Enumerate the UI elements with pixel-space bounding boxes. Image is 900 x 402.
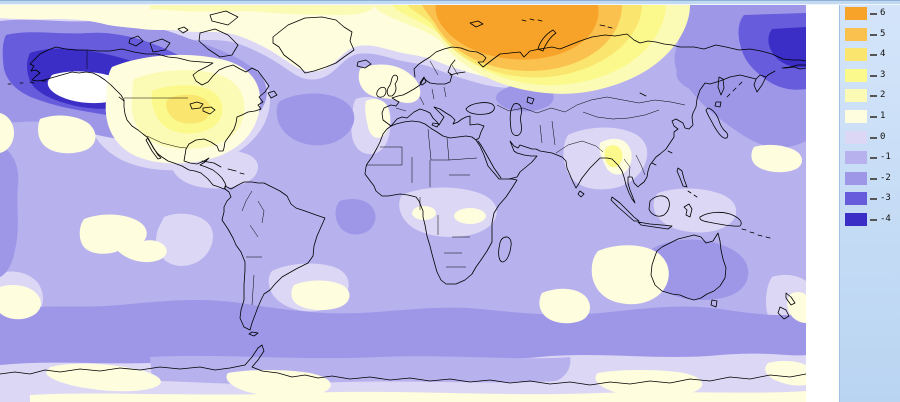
legend-entries: 6 5 4 3 2 1 0 -1 -2 -3 -4 xyxy=(840,0,900,402)
legend-color-swatch xyxy=(845,28,867,41)
legend-color-swatch xyxy=(845,110,867,123)
legend-entry: -4 xyxy=(845,213,891,226)
legend-entry: -3 xyxy=(845,192,891,205)
legend-entry: 0 xyxy=(845,131,885,144)
legend-value-label: 5 xyxy=(880,29,886,39)
country-borders xyxy=(86,50,686,306)
legend-entry: 3 xyxy=(845,69,885,82)
legend-value-label: -2 xyxy=(880,173,891,183)
world-map-svg xyxy=(0,5,806,402)
legend-tick-mark xyxy=(870,177,877,180)
legend-value-label: 3 xyxy=(880,70,886,80)
legend-value-label: -4 xyxy=(880,214,891,224)
legend-entry: 5 xyxy=(845,28,885,41)
legend-entry: 2 xyxy=(845,89,885,102)
legend-value-label: -3 xyxy=(880,193,891,203)
map-legend-gutter xyxy=(806,0,839,402)
legend-value-label: 0 xyxy=(880,132,886,142)
legend-tick-mark xyxy=(870,218,877,221)
legend-color-swatch xyxy=(845,131,867,144)
legend-color-swatch xyxy=(845,69,867,82)
legend-entry: 1 xyxy=(845,110,885,123)
legend-tick-mark xyxy=(870,136,877,139)
color-scale-legend: 6 5 4 3 2 1 0 -1 -2 -3 -4 xyxy=(839,0,900,402)
legend-entry: -1 xyxy=(845,151,891,164)
legend-tick-mark xyxy=(870,74,877,77)
legend-value-label: 4 xyxy=(880,49,886,59)
legend-color-swatch xyxy=(845,48,867,61)
legend-color-swatch xyxy=(845,172,867,185)
legend-tick-mark xyxy=(870,156,877,159)
legend-tick-mark xyxy=(870,197,877,200)
window-top-edge xyxy=(0,0,900,5)
legend-value-label: 6 xyxy=(880,8,886,18)
legend-value-label: -1 xyxy=(880,152,891,162)
legend-entry: 4 xyxy=(845,48,885,61)
legend-tick-mark xyxy=(870,94,877,97)
legend-tick-mark xyxy=(870,115,877,118)
coastlines xyxy=(0,10,806,386)
legend-color-swatch xyxy=(845,192,867,205)
legend-tick-mark xyxy=(870,53,877,56)
legend-value-label: 2 xyxy=(880,90,886,100)
legend-entry: -2 xyxy=(845,172,891,185)
legend-entry: 6 xyxy=(845,7,885,20)
legend-tick-mark xyxy=(870,33,877,36)
legend-color-swatch xyxy=(845,213,867,226)
legend-color-swatch xyxy=(845,7,867,20)
legend-color-swatch xyxy=(845,89,867,102)
legend-value-label: 1 xyxy=(880,111,886,121)
legend-tick-mark xyxy=(870,12,877,15)
anomaly-map-plot xyxy=(0,5,806,402)
legend-color-swatch xyxy=(845,151,867,164)
